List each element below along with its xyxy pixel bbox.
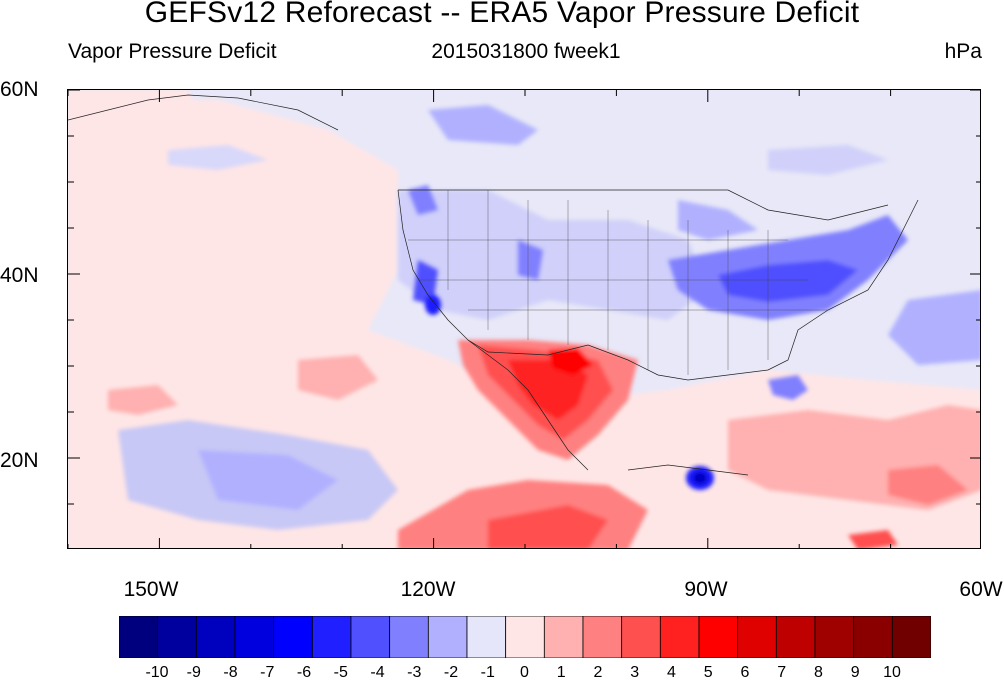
colorbar-swatch	[195, 616, 236, 658]
colorbar-label: 9	[850, 664, 860, 681]
lon-label-90w: 90W	[684, 578, 728, 601]
lat-label-60n: 60N	[0, 78, 39, 101]
colorbar-swatch	[891, 616, 931, 658]
lat-label-40n: 40N	[0, 264, 39, 287]
colorbar-swatch	[466, 616, 507, 658]
colorbar-label: 7	[777, 664, 787, 681]
colorbar-swatch	[234, 616, 275, 658]
colorbar-label: -4	[370, 664, 385, 681]
colorbar-label: 3	[630, 664, 640, 681]
colorbar-swatch	[621, 616, 661, 658]
colorbar-swatch	[659, 616, 700, 658]
colorbar-label: -3	[407, 664, 422, 681]
colorbar-swatch	[505, 616, 545, 658]
map-title: GEFSv12 Reforecast -- ERA5 Vapor Pressur…	[144, 0, 860, 29]
state-borders	[408, 190, 828, 375]
colorbar-swatch	[698, 616, 739, 658]
colorbar-label: -2	[443, 664, 459, 681]
colorbar-label: 1	[556, 664, 566, 681]
lon-label-120w: 120W	[400, 578, 456, 601]
map-panel	[67, 89, 981, 549]
colorbar-label: -10	[145, 664, 169, 681]
colorbar-swatch	[311, 616, 352, 658]
colorbar	[119, 616, 931, 658]
coastlines	[68, 94, 919, 476]
variable-label: Vapor Pressure Deficit	[68, 40, 277, 63]
colorbar-label: 0	[520, 664, 529, 681]
colorbar-swatch	[157, 616, 197, 658]
colorbar-label: -7	[260, 664, 275, 681]
colorbar-label: -5	[333, 664, 348, 681]
lon-label-150w: 150W	[123, 578, 179, 601]
field-light-blue	[118, 105, 980, 530]
colorbar-swatch	[389, 616, 429, 658]
date-label: 2015031800 fweek1	[431, 40, 621, 63]
colorbar-swatch	[427, 616, 468, 658]
colorbar-swatch	[737, 616, 777, 658]
field-blue-east	[408, 185, 908, 400]
field-red-mexico	[108, 340, 980, 548]
colorbar-label: 8	[814, 664, 823, 681]
colorbar-label: -9	[186, 664, 201, 681]
colorbar-swatch	[119, 616, 159, 658]
colorbar-swatch	[814, 616, 855, 658]
colorbar-label: -6	[296, 664, 312, 681]
colorbar-label: -8	[223, 664, 238, 681]
colorbar-swatch	[775, 616, 816, 658]
colorbar-swatch	[350, 616, 391, 658]
colorbar-swatch	[543, 616, 584, 658]
colorbar-swatch	[273, 616, 313, 658]
colorbar-label: 2	[593, 664, 603, 681]
colorbar-swatch	[582, 616, 623, 658]
units-label: hPa	[944, 40, 982, 63]
colorbar-label: 10	[883, 664, 901, 681]
colorbar-label: -1	[480, 664, 495, 681]
colorbar-swatch	[853, 616, 893, 658]
lon-label-60w: 60W	[959, 578, 1003, 601]
lat-label-20n: 20N	[0, 449, 39, 472]
field-dark-blue	[425, 295, 714, 490]
vpd-map	[68, 90, 980, 548]
colorbar-label: 4	[667, 664, 676, 681]
colorbar-label: 5	[703, 664, 713, 681]
colorbar-label: 6	[740, 664, 750, 681]
